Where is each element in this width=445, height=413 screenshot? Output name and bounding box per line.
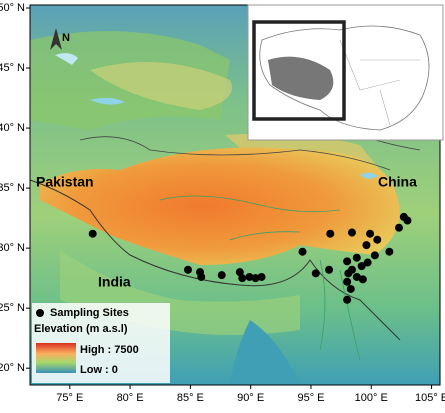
lat-tick-label: 30° N — [0, 242, 25, 254]
sampling-site — [251, 274, 260, 283]
lat-tick-label: 25° N — [0, 302, 25, 314]
sampling-site — [88, 229, 97, 238]
sampling-site — [197, 272, 206, 281]
sampling-site — [343, 295, 352, 304]
north-label: N — [62, 32, 70, 44]
country-label: India — [98, 274, 131, 290]
sampling-site — [245, 272, 254, 281]
legend-label: Sampling Sites — [50, 307, 129, 319]
lat-tick-label: 50° N — [0, 2, 25, 14]
legend: Sampling Sites Elevation (m a.s.l) High … — [32, 303, 170, 383]
sampling-site — [395, 223, 403, 232]
sampling-site — [347, 228, 356, 237]
sampling-site — [366, 229, 375, 238]
sampling-site — [357, 262, 366, 271]
lat-tick-label: 40° N — [0, 122, 25, 134]
sampling-site — [326, 229, 335, 238]
legend-label: High : 7500 — [80, 344, 139, 356]
legend-marker — [36, 309, 44, 317]
legend-label: Low : 0 — [80, 364, 118, 376]
lon-tick-label: 90° E — [237, 392, 264, 404]
lat-tick-label: 20° N — [0, 362, 25, 374]
country-label: China — [378, 174, 417, 190]
sampling-site — [385, 247, 394, 256]
lon-tick-label: 75° E — [56, 392, 83, 404]
sampling-site — [363, 258, 372, 267]
sampling-site — [358, 275, 367, 284]
lon-tick-label: 85° E — [177, 392, 204, 404]
sampling-site — [235, 268, 244, 277]
sampling-site — [362, 241, 371, 250]
sampling-site — [352, 272, 361, 281]
sampling-site — [325, 265, 334, 274]
sampling-site — [257, 272, 266, 281]
lon-tick-label: 105° E — [415, 392, 445, 404]
sampling-site — [311, 269, 320, 278]
sampling-site — [344, 269, 353, 278]
sampling-site — [343, 257, 352, 266]
sampling-site — [238, 274, 247, 283]
sampling-site — [373, 235, 382, 244]
sampling-site — [403, 216, 412, 225]
sampling-sites — [88, 212, 412, 304]
inset — [247, 4, 444, 141]
sampling-site — [183, 265, 192, 274]
country-label: Pakistan — [36, 174, 94, 190]
lon-tick-label: 100° E — [355, 392, 388, 404]
lon-tick-label: 95° E — [297, 392, 324, 404]
sampling-site — [346, 284, 355, 293]
sampling-site — [217, 271, 226, 280]
lat-tick-label: 45° N — [0, 62, 25, 74]
sampling-site — [370, 251, 379, 260]
legend-label: Elevation (m a.s.l) — [34, 323, 128, 335]
sampling-site — [352, 253, 361, 262]
lon-tick-label: 80° E — [117, 392, 144, 404]
north-arrow: N — [50, 28, 70, 50]
sampling-site — [343, 277, 352, 286]
lat-tick-label: 35° N — [0, 182, 25, 194]
sampling-site — [298, 247, 307, 256]
